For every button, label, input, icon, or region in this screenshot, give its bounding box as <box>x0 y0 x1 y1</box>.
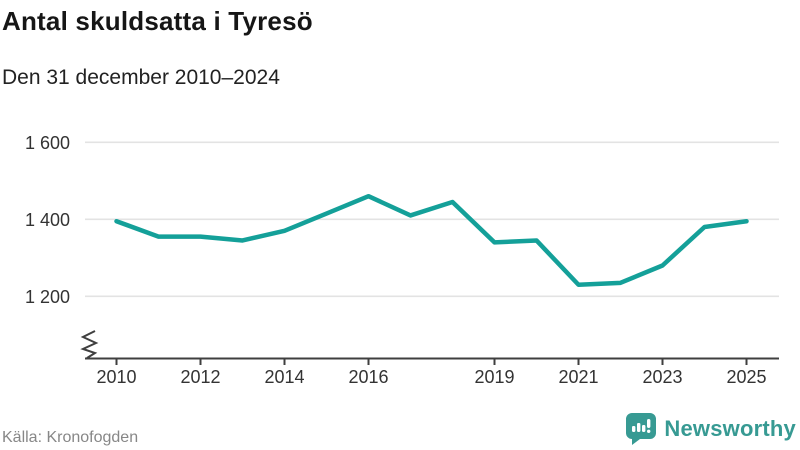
newsworthy-logo-text: Newsworthy <box>664 416 796 441</box>
axis-break-squiggle <box>80 330 99 359</box>
data-line <box>114 193 749 287</box>
x-tick-label: 2010 <box>96 367 136 387</box>
newsworthy-logo-icon <box>626 413 657 445</box>
x-tick-label: 2019 <box>474 367 514 387</box>
newsworthy-logo[interactable]: Newsworthy <box>626 413 796 445</box>
x-tick-label: 2012 <box>180 367 220 387</box>
x-tick-label: 2023 <box>642 367 682 387</box>
y-tick-label: 1 600 <box>25 133 70 153</box>
x-tick-label: 2016 <box>348 367 388 387</box>
x-tick-label: 2014 <box>264 367 304 387</box>
y-tick-label: 1 200 <box>25 287 70 307</box>
x-tick-label: 2021 <box>558 367 598 387</box>
chart-subtitle: Den 31 december 2010–2024 <box>2 66 280 89</box>
source-note: Källa: Kronofogden <box>2 429 139 446</box>
page-title: Antal skuldsatta i Tyresö <box>2 6 313 36</box>
x-tick-label: 2025 <box>726 367 766 387</box>
y-tick-label: 1 400 <box>25 210 70 230</box>
